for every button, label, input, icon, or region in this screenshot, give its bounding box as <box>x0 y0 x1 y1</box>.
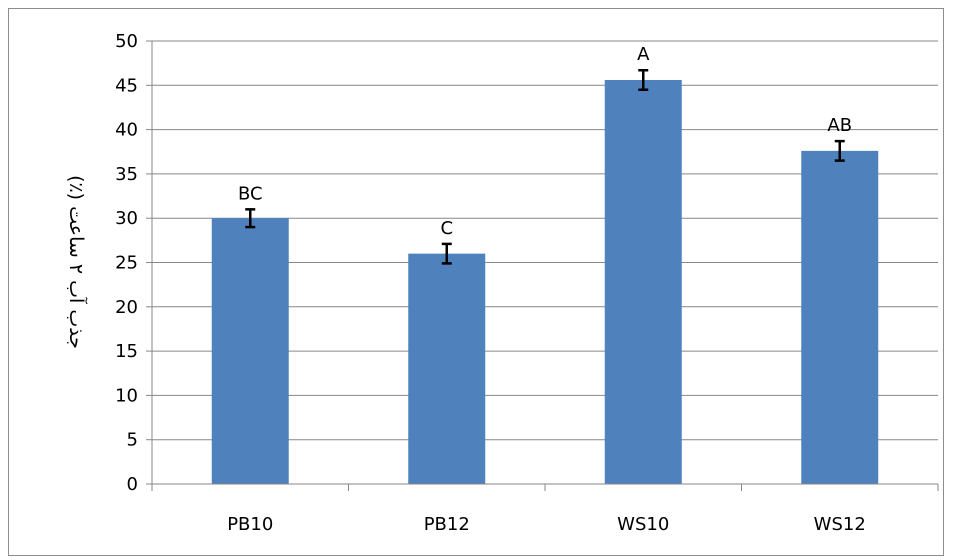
group-letter: BC <box>238 183 263 204</box>
error-bars <box>245 68 845 265</box>
y-tick-label: 20 <box>115 297 138 318</box>
y-tick-label: 0 <box>127 474 138 495</box>
y-tick-label: 30 <box>115 208 138 229</box>
group-letter: A <box>637 44 650 65</box>
x-category-label: PB10 <box>227 514 273 535</box>
bar-ws12 <box>801 150 879 484</box>
y-tick-label: 5 <box>127 430 138 451</box>
y-tick-label: 40 <box>115 120 138 141</box>
group-letter: AB <box>827 115 852 136</box>
bar-pb12 <box>408 253 486 484</box>
y-tick-label: 10 <box>115 385 138 406</box>
y-axis-title: جذب آب ۲ ساعت (٪) <box>65 175 89 349</box>
y-tick-label: 35 <box>115 164 138 185</box>
axes <box>146 40 939 491</box>
bar-ws10 <box>604 79 682 484</box>
group-letters: BC C A AB <box>238 44 852 239</box>
y-tick-label: 45 <box>115 75 138 96</box>
x-category-label: WS12 <box>814 514 866 535</box>
x-category-labels: PB10 PB12 WS10 WS12 <box>227 514 866 535</box>
y-tick-label: 15 <box>115 341 138 362</box>
y-tick-label: 50 <box>115 31 138 52</box>
bars <box>211 79 879 484</box>
y-tick-labels: 0 5 10 15 20 25 30 35 40 45 50 <box>115 31 138 495</box>
y-tick-label: 25 <box>115 253 138 274</box>
x-category-label: PB12 <box>424 514 470 535</box>
group-letter: C <box>440 218 453 239</box>
bar-pb10 <box>211 218 289 484</box>
x-category-label: WS10 <box>617 514 669 535</box>
